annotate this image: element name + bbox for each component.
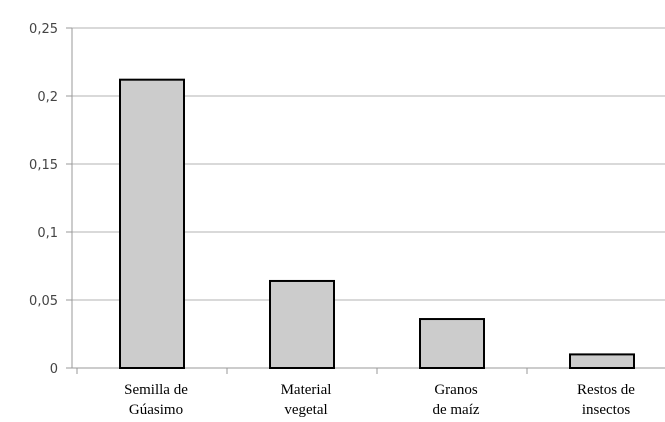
bar xyxy=(119,78,185,370)
bar xyxy=(419,318,485,370)
x-category-label: insectos xyxy=(582,402,630,418)
y-tick-label: 0 xyxy=(50,362,58,377)
y-tick-label: 0,05 xyxy=(29,294,58,309)
x-category-label: Semilla de xyxy=(124,382,188,398)
x-category-label: vegetal xyxy=(284,402,327,418)
x-category-labels: Semilla de Gúasimo Material vegetal Granos de… xyxy=(124,382,635,418)
bar xyxy=(569,353,635,369)
y-tick-label: 0,25 xyxy=(29,22,58,37)
x-category-label: Granos xyxy=(434,382,477,398)
bar xyxy=(269,279,335,369)
bar-layer xyxy=(119,78,635,370)
x-category-label: de maíz xyxy=(432,402,479,418)
x-category-label: Gúasimo xyxy=(129,402,183,418)
x-category-label: Restos de xyxy=(577,382,635,398)
y-tick-label: 0,15 xyxy=(29,158,58,173)
x-category-label: Material xyxy=(281,382,332,398)
y-tick-label: 0,2 xyxy=(37,90,58,105)
y-tick-label: 0,1 xyxy=(37,226,58,241)
y-tick-labels: 0 0,05 0,1 0,15 0,2 0,25 xyxy=(29,22,58,377)
